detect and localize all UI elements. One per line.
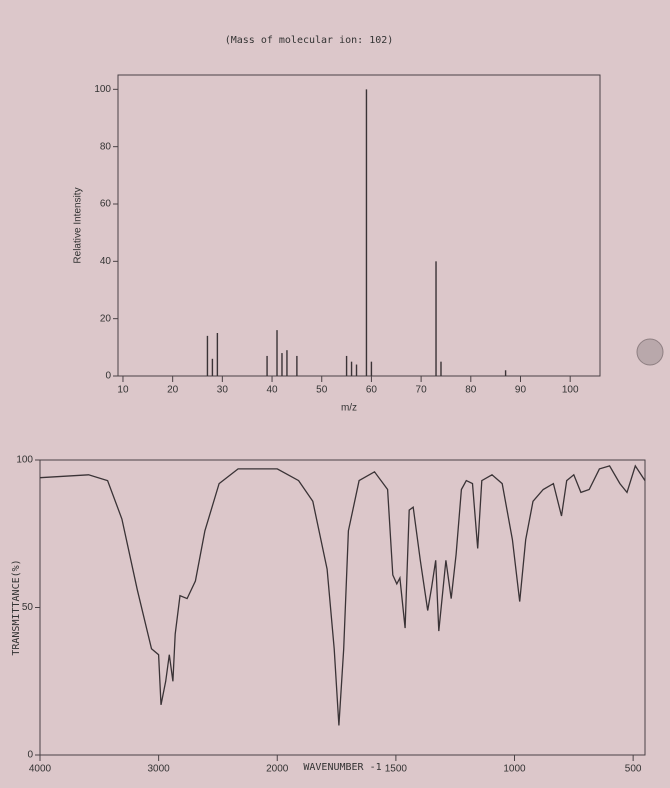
y-tick-label: 100 xyxy=(16,455,33,466)
x-tick-label: 10 xyxy=(117,385,129,396)
x-axis-label: WAVENUMBER -1 xyxy=(303,762,381,773)
x-tick-label: 20 xyxy=(167,385,179,396)
chart-title: (Mass of molecular ion: 102) xyxy=(225,35,394,46)
y-tick-label: 50 xyxy=(22,602,34,613)
x-tick-label: 70 xyxy=(416,385,428,396)
y-tick-label: 80 xyxy=(100,141,112,152)
x-tick-label: 80 xyxy=(465,385,477,396)
x-tick-label: 60 xyxy=(366,385,378,396)
y-tick-label: 100 xyxy=(94,84,111,95)
x-tick-label: 500 xyxy=(625,764,642,775)
x-tick-label: 4000 xyxy=(29,764,52,775)
y-tick-label: 60 xyxy=(100,199,112,210)
x-tick-label: 50 xyxy=(316,385,328,396)
x-tick-label: 1000 xyxy=(503,764,526,775)
x-tick-label: 90 xyxy=(515,385,527,396)
y-tick-label: 0 xyxy=(27,750,33,761)
punch-hole xyxy=(636,338,664,366)
y-axis-label: Relative Intensity xyxy=(73,187,84,263)
x-tick-label: 3000 xyxy=(148,764,171,775)
x-tick-label: 100 xyxy=(562,385,579,396)
x-tick-label: 30 xyxy=(217,385,229,396)
x-tick-label: 2000 xyxy=(266,764,289,775)
y-tick-label: 20 xyxy=(100,313,112,324)
x-tick-label: 1500 xyxy=(385,764,408,775)
y-axis-label: TRANSMITTANCE(%) xyxy=(11,559,22,655)
y-tick-label: 0 xyxy=(105,371,111,382)
y-tick-label: 40 xyxy=(100,256,112,267)
x-tick-label: 40 xyxy=(266,385,278,396)
spectrum-line xyxy=(39,464,646,726)
x-axis-label: m/z xyxy=(341,403,357,414)
plot-frame xyxy=(117,74,601,377)
